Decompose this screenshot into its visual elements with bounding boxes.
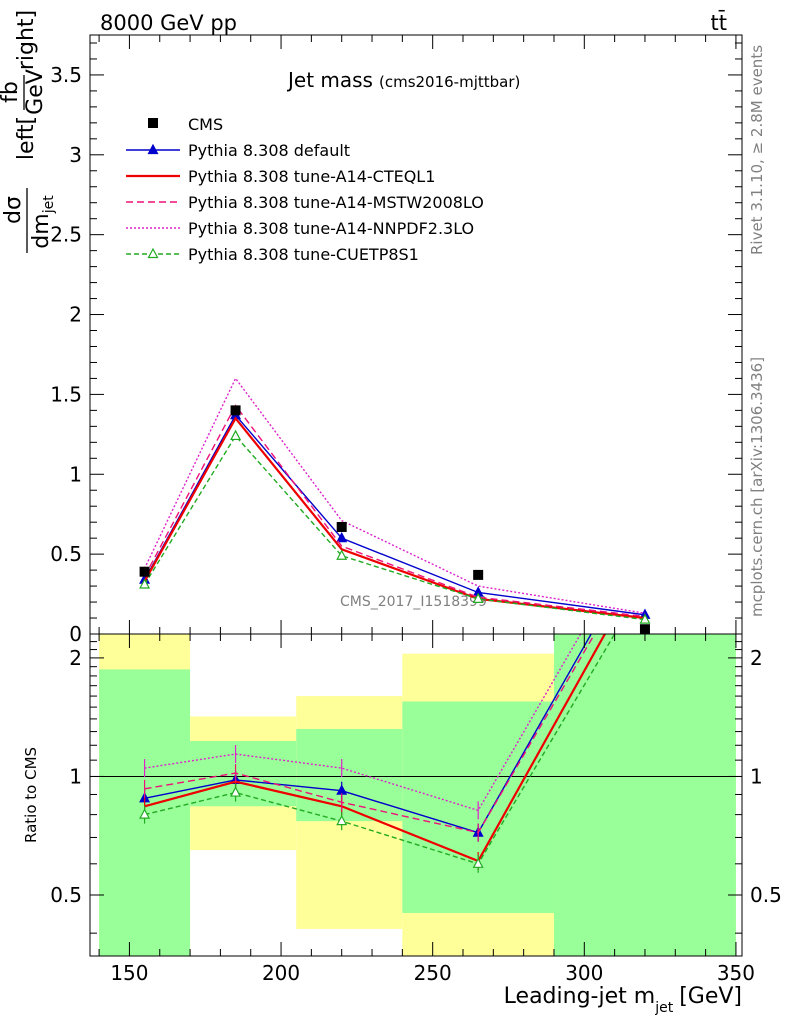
legend-label-4: Pythia 8.308 tune-CUETP8S1 [188, 245, 419, 264]
legend-marker-4 [147, 247, 159, 259]
ratio-4-point-0 [139, 808, 151, 819]
y-tick-label-2: 1.5 [50, 382, 82, 406]
ratio-tick-label-right-1: 1 [750, 764, 763, 788]
x-tick-label-2: 250 [414, 961, 452, 985]
plot-title: Jet mass (cms2016-mjttbar) [286, 68, 520, 92]
legend-label-3: Pythia 8.308 tune-A14-NNPDF2.3LO [188, 219, 474, 238]
x-tick-label-4: 350 [717, 961, 755, 985]
ratio-tick-label-left-0: 0.5 [50, 883, 82, 907]
main-plot: CMS_2017_I1518399 0.5 1 1.5 2 2.5 3 3.5 0 Jet m… [50, 34, 743, 646]
ratio-4-point-1 [230, 786, 242, 797]
x-tick-label-3: 300 [565, 961, 603, 985]
ratio-y-axis-label: Ratio to CMS [22, 747, 40, 843]
series-4-point-2 [336, 549, 348, 560]
x-axis-label: Leading-jet mjet [GeV] [504, 984, 742, 1016]
x-axis-label-sub: jet [654, 1000, 674, 1016]
data-point-0 [139, 566, 150, 577]
y-tick-label-zero: 0 [69, 622, 82, 646]
y-tick-label-1: 1 [69, 462, 82, 486]
series-4-point-4 [639, 613, 651, 624]
ylabel-denominator-sub: jet [41, 195, 57, 215]
ratio-uncertainty-bands [99, 634, 736, 956]
series-4-point-1 [230, 429, 242, 441]
band-green-4 [553, 634, 736, 956]
data-point-2 [336, 521, 347, 532]
process-label: tt̄ [711, 10, 727, 35]
legend: CMS Pythia 8.308 default Pythia 8.308 tune… [126, 115, 484, 264]
series-line-4 [143, 434, 646, 621]
x-tick-label-1: 200 [262, 961, 300, 985]
legend-label-data: CMS [188, 115, 223, 134]
ratio-tick-label-right-0: 0.5 [750, 883, 782, 907]
series-0-point-2 [336, 531, 348, 543]
legend-marker-data [148, 118, 158, 128]
ratio-tick-label-left-2: 2 [69, 646, 82, 670]
plot-title-main: Jet mass [286, 68, 373, 92]
legend-label-2: Pythia 8.308 tune-A14-MSTW2008LO [188, 193, 484, 212]
ylabel-gev: GeV [23, 69, 48, 115]
y-tick-label-6: 3.5 [50, 63, 82, 87]
ylabel-right: right] [14, 10, 39, 70]
y-tick-label-4: 2.5 [50, 223, 82, 247]
x-axis-label-main: Leading-jet m [504, 984, 656, 1009]
ylabel-denominator: dmjet [29, 195, 57, 249]
ratio-tick-label-right-2: 2 [750, 646, 763, 670]
data-point-1 [230, 405, 241, 416]
ratio-plot-frame [89, 633, 743, 957]
ylabel-fb: fb [0, 81, 23, 103]
x-axis-ticks: 150 200 250 300 350 [98, 35, 755, 985]
mcplots-label: mcplots.cern.ch [arXiv:1306.3436] [748, 357, 766, 617]
data-point-3 [473, 569, 484, 580]
x-axis-label-unit: [GeV] [679, 984, 742, 1009]
plot-title-tag: (cms2016-mjttbar) [379, 73, 520, 91]
ylabel-left: left[ [14, 116, 39, 160]
ratio-axis-ticks: 0.5 0.5 1 1 2 2 [50, 641, 782, 934]
ratio-series-lines [139, 634, 616, 873]
main-series-lines [139, 377, 651, 624]
series-line-1 [143, 416, 646, 620]
x-tick-label-0: 150 [110, 961, 148, 985]
y-tick-label-0: 0.5 [50, 542, 82, 566]
series-line-3 [143, 377, 646, 614]
ratio-4-point-3 [472, 857, 484, 868]
band-green-1 [190, 741, 297, 807]
ratio-4-point-2 [336, 814, 348, 826]
y-tick-label-3: 2 [69, 303, 82, 327]
series-4-point-3 [472, 592, 484, 603]
ratio-tick-label-left-1: 1 [69, 764, 82, 788]
band-green-2 [296, 728, 403, 822]
ratio-plot: 0.5 0.5 1 1 2 2 [50, 633, 782, 957]
legend-label-1: Pythia 8.308 tune-A14-CTEQL1 [188, 167, 435, 186]
legend-marker-0 [147, 143, 159, 155]
series-line-2 [143, 404, 646, 618]
main-axis-ticks: 0.5 1 1.5 2 2.5 3 3.5 0 [50, 42, 742, 646]
ylabel-denominator-main: dm [29, 213, 54, 248]
rivet-version-label: Rivet 3.1.10, ≥ 2.8M events [748, 45, 766, 255]
legend-label-0: Pythia 8.308 default [188, 141, 350, 160]
series-4-point-0 [139, 578, 151, 589]
watermark: CMS_2017_I1518399 [340, 594, 487, 610]
main-y-axis-label: dσ dmjet left[ fb GeV right] [0, 10, 57, 253]
y-tick-label-5: 3 [69, 143, 82, 167]
ylabel-numerator: dσ [1, 196, 26, 224]
ratio-line-3 [144, 634, 582, 812]
collision-label: 8000 GeV pp [100, 11, 237, 35]
